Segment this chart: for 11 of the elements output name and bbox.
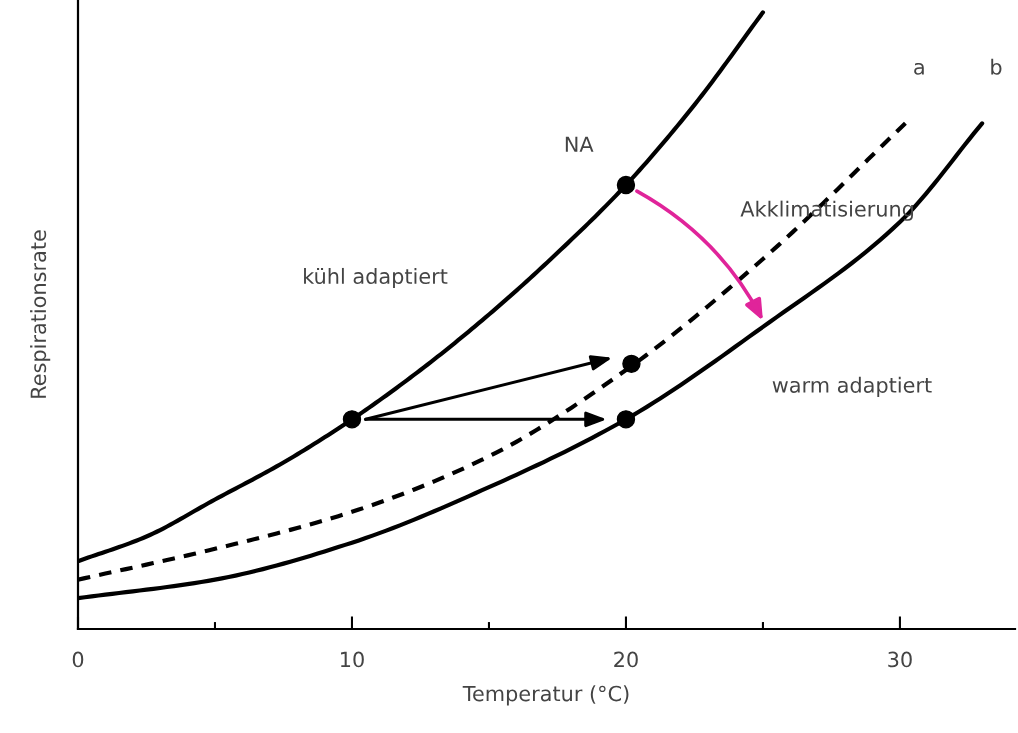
x-axis-title: Temperatur (°C): [462, 685, 629, 706]
x-tick-label: 10: [341, 651, 364, 668]
x-tick-label: 30: [888, 651, 912, 668]
y-axis-title: Respirationsrate: [30, 230, 51, 398]
x-tick-label: 0: [72, 651, 84, 668]
x-tick-label: 20: [614, 651, 638, 668]
annotation: warm adaptiert: [772, 376, 932, 397]
text: b: [991, 58, 1002, 75]
annotation: kühl adaptiert: [304, 267, 448, 289]
text: a: [914, 62, 924, 75]
annotation: NA: [565, 136, 594, 152]
